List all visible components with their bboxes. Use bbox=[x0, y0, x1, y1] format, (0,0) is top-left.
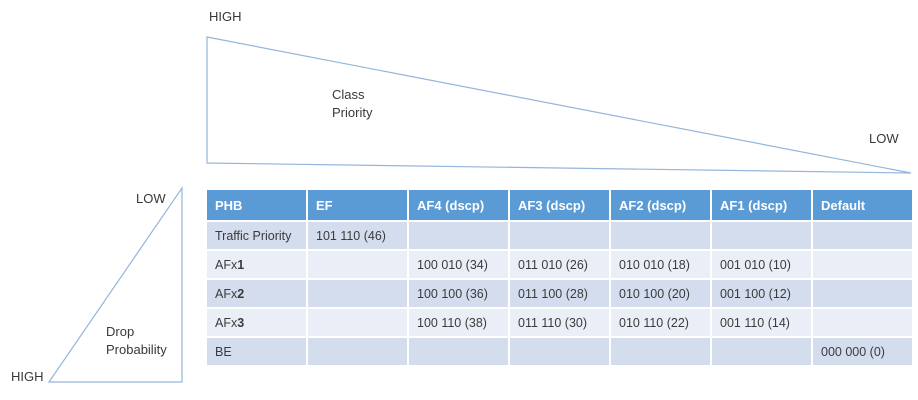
table-cell: 000 000 (0) bbox=[813, 338, 912, 365]
table-cell bbox=[712, 338, 811, 365]
table-cell bbox=[409, 338, 508, 365]
header-cell-ef: EF bbox=[308, 190, 407, 220]
row-label-cell: AFx3 bbox=[207, 309, 306, 336]
table-header-row: PHB EF AF4 (dscp) AF3 (dscp) AF2 (dscp) … bbox=[207, 190, 912, 220]
table-cell bbox=[510, 222, 609, 249]
row-label-bold: 1 bbox=[237, 257, 245, 272]
phb-dscp-table: PHB EF AF4 (dscp) AF3 (dscp) AF2 (dscp) … bbox=[205, 188, 914, 367]
table-cell bbox=[813, 222, 912, 249]
table-cell bbox=[813, 280, 912, 307]
table-cell: 011 010 (26) bbox=[510, 251, 609, 278]
row-label-bold: 2 bbox=[237, 286, 245, 301]
table-cell: 010 100 (20) bbox=[611, 280, 710, 307]
table-cell bbox=[308, 338, 407, 365]
row-label-cell: AFx2 bbox=[207, 280, 306, 307]
table-cell bbox=[611, 222, 710, 249]
row-label: BE bbox=[215, 344, 232, 359]
table-cell: 100 110 (38) bbox=[409, 309, 508, 336]
table-cell: 001 110 (14) bbox=[712, 309, 811, 336]
row-label-bold: 3 bbox=[237, 315, 245, 330]
header-cell-af2: AF2 (dscp) bbox=[611, 190, 710, 220]
drop-probability-high-label: HIGH bbox=[11, 369, 44, 384]
table-cell: 001 100 (12) bbox=[712, 280, 811, 307]
table-cell: 101 110 (46) bbox=[308, 222, 407, 249]
row-label: AFx bbox=[215, 257, 238, 272]
table-cell: 011 100 (28) bbox=[510, 280, 609, 307]
class-priority-triangle bbox=[206, 36, 912, 174]
table-row-afx1: AFx1 100 010 (34) 011 010 (26) 010 010 (… bbox=[207, 251, 912, 278]
class-priority-low-label: LOW bbox=[869, 131, 899, 146]
table-cell: 100 010 (34) bbox=[409, 251, 508, 278]
row-label-cell: BE bbox=[207, 338, 306, 365]
header-cell-af1: AF1 (dscp) bbox=[712, 190, 811, 220]
row-label: AFx bbox=[215, 286, 238, 301]
table-cell bbox=[308, 309, 407, 336]
row-label: Traffic Priority bbox=[215, 228, 292, 243]
row-label-cell: AFx1 bbox=[207, 251, 306, 278]
table-cell bbox=[611, 338, 710, 365]
table-cell bbox=[510, 338, 609, 365]
table-cell bbox=[712, 222, 811, 249]
class-priority-high-label: HIGH bbox=[209, 9, 242, 24]
table-cell bbox=[308, 251, 407, 278]
table-cell bbox=[308, 280, 407, 307]
header-cell-phb: PHB bbox=[207, 190, 306, 220]
table-cell: 011 110 (30) bbox=[510, 309, 609, 336]
drop-probability-caption-line2: Probability bbox=[106, 342, 167, 357]
class-priority-caption-line1: Class bbox=[332, 87, 365, 102]
class-priority-caption-line2: Priority bbox=[332, 105, 373, 120]
table-row-afx2: AFx2 100 100 (36) 011 100 (28) 010 100 (… bbox=[207, 280, 912, 307]
table-cell bbox=[813, 309, 912, 336]
drop-probability-caption-line1: Drop bbox=[106, 324, 135, 339]
table-row-traffic-priority: Traffic Priority 101 110 (46) bbox=[207, 222, 912, 249]
table-cell: 001 010 (10) bbox=[712, 251, 811, 278]
header-cell-af4: AF4 (dscp) bbox=[409, 190, 508, 220]
drop-probability-caption: Drop Probability bbox=[106, 323, 167, 359]
table-cell: 010 010 (18) bbox=[611, 251, 710, 278]
table-cell: 100 100 (36) bbox=[409, 280, 508, 307]
drop-probability-low-label: LOW bbox=[136, 191, 166, 206]
table-cell bbox=[813, 251, 912, 278]
header-cell-default: Default bbox=[813, 190, 912, 220]
table-cell: 010 110 (22) bbox=[611, 309, 710, 336]
class-priority-caption: Class Priority bbox=[332, 86, 372, 122]
table-row-afx3: AFx3 100 110 (38) 011 110 (30) 010 110 (… bbox=[207, 309, 912, 336]
table-row-be: BE 000 000 (0) bbox=[207, 338, 912, 365]
row-label-cell: Traffic Priority bbox=[207, 222, 306, 249]
row-label: AFx bbox=[215, 315, 238, 330]
table-cell bbox=[409, 222, 508, 249]
header-cell-af3: AF3 (dscp) bbox=[510, 190, 609, 220]
